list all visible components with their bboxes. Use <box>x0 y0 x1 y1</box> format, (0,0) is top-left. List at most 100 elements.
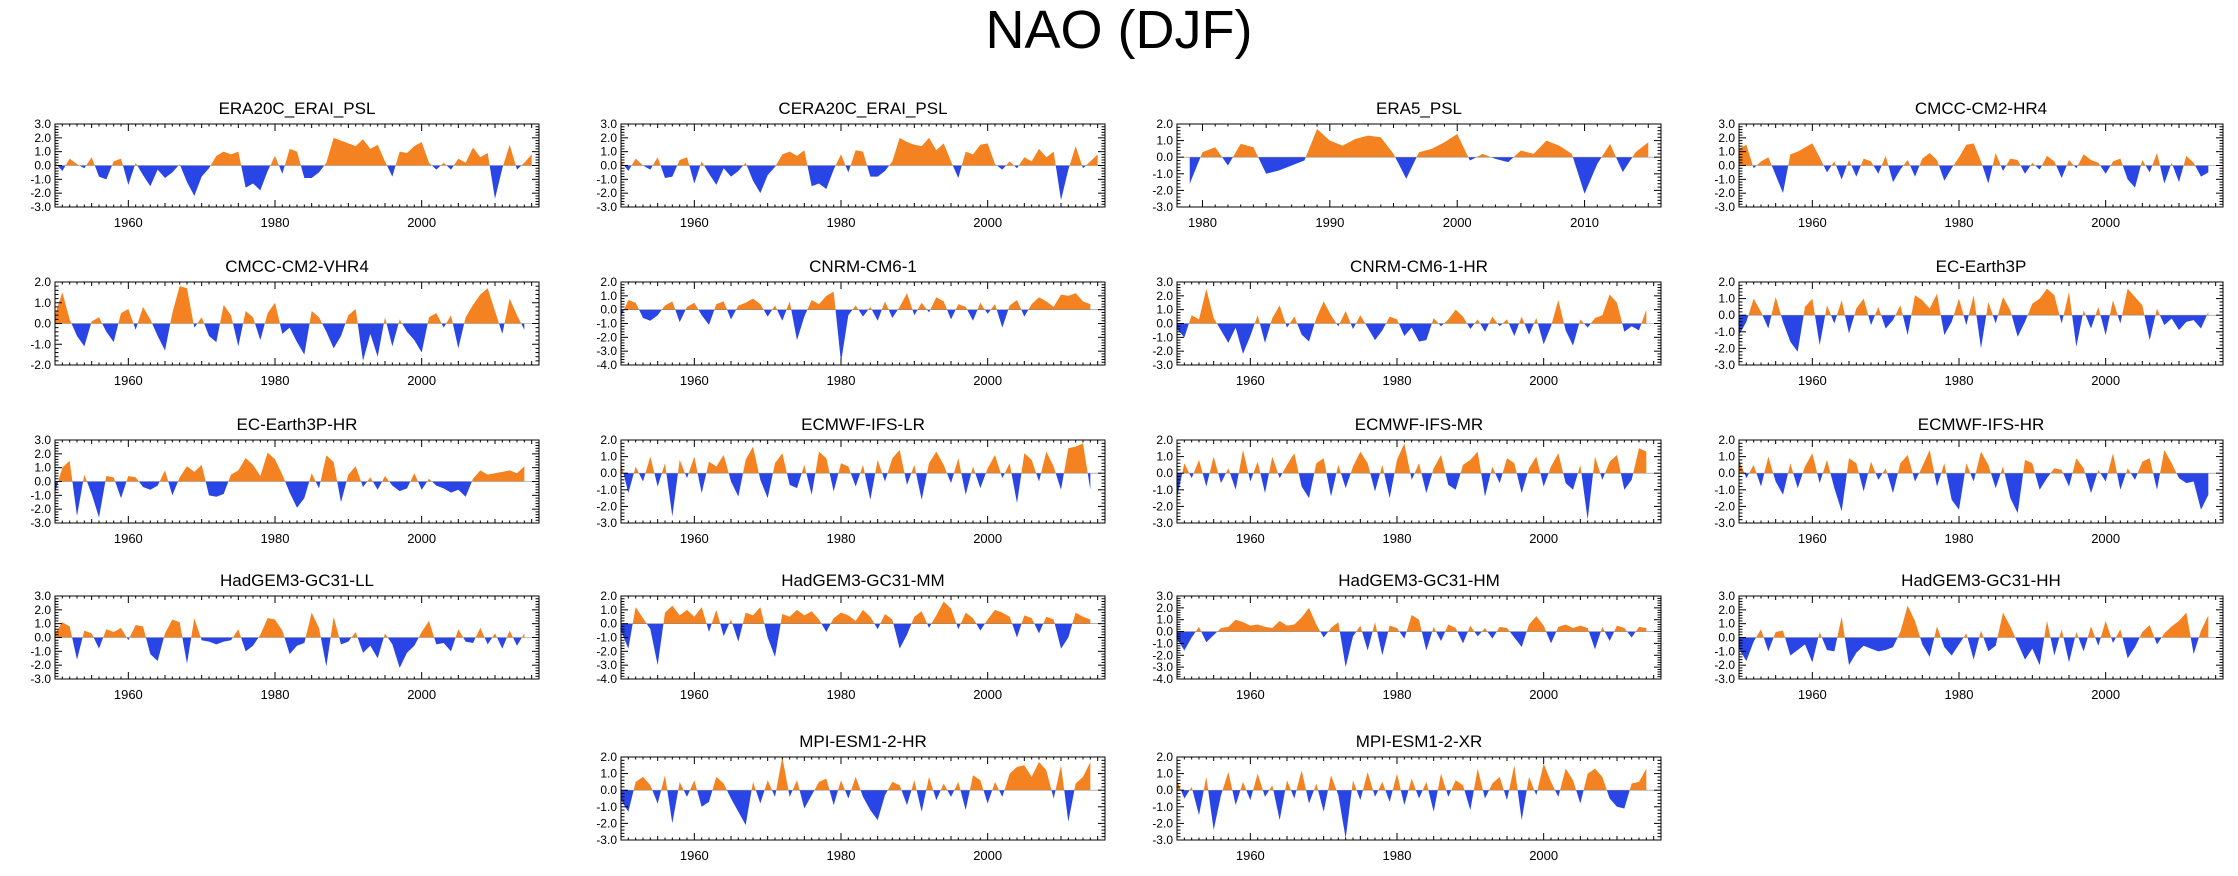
x-tick-label: 1980 <box>261 215 290 230</box>
y-tick-label: 1.0 <box>600 289 617 303</box>
y-tick-label: 0.0 <box>34 159 51 173</box>
nao-panel-cnrm-cm6-1: CNRM-CM6-1 2.01.00.0-1.0-2.0-3.0-4.0 1960 1… <box>596 257 1106 388</box>
y-tick-label: 2.0 <box>600 433 617 447</box>
y-tick-label: 0.0 <box>34 475 51 489</box>
y-tick-label: -1.0 <box>1152 330 1173 344</box>
nao-panel-ecmwf-ifs-hr: ECMWF-IFS-HR 2.0 1.0 0.0 -1.0 -2.0 -3.0 1960 198… <box>1714 415 2224 546</box>
y-tick-label: -1.0 <box>1152 636 1173 650</box>
plot-frame <box>620 281 1106 366</box>
x-tick-label: 2000 <box>973 687 1002 702</box>
x-tick-label: 2010 <box>1570 215 1599 230</box>
x-tick-label: 1960 <box>680 373 709 388</box>
y-tick-label: 2.0 <box>600 275 617 289</box>
nao-panel-cmcc-cm2-hr4: CMCC-CM2-HR4 3.02.01.00.0-1.0-2.0-3.0 1960… <box>1714 99 2224 230</box>
panel-title: ECMWF-IFS-HR <box>1918 415 2045 434</box>
x-tick-label: 1980 <box>827 215 856 230</box>
panel-title: HadGEM3-GC31-HH <box>1901 571 2061 590</box>
negative-area <box>1189 157 1649 194</box>
y-tick-label: 0.0 <box>1156 150 1173 164</box>
y-tick-label: 1.0 <box>34 145 51 159</box>
x-tick-label: 2000 <box>1529 687 1558 702</box>
x-tick-label: 1960 <box>680 848 709 863</box>
positive-area <box>621 137 1098 166</box>
positive-area <box>621 601 1091 624</box>
y-tick-label: -3.0 <box>596 344 617 358</box>
y-tick-label: -2.0 <box>1152 183 1173 197</box>
y-tick-label: -3.0 <box>30 516 51 530</box>
negative-area <box>55 481 525 518</box>
positive-area <box>621 443 1091 474</box>
y-tick-label: -4.0 <box>596 672 617 686</box>
x-tick-label: 1980 <box>1945 215 1974 230</box>
y-tick-label: 0.0 <box>1718 159 1735 173</box>
y-tick-label: -3.0 <box>1714 672 1735 686</box>
y-tick-label: 0.0 <box>1156 317 1173 331</box>
y-tick-label: 2.0 <box>34 131 51 145</box>
x-tick-label: 1960 <box>680 215 709 230</box>
panel-title: ERA5_PSL <box>1376 99 1462 118</box>
y-tick-label: -2.0 <box>30 186 51 200</box>
y-tick-label: -2.0 <box>30 502 51 516</box>
y-tick-label: 3.0 <box>34 117 51 131</box>
x-tick-label: 2000 <box>1443 215 1472 230</box>
positive-area <box>1189 128 1649 158</box>
y-tick-label: -1.0 <box>596 317 617 331</box>
nao-panel-cnrm-cm6-1-hr: CNRM-CM6-1-HR 3.02.01.00.0-1.0-2.0-3.0 196… <box>1152 257 1662 388</box>
positive-area <box>1177 288 1647 324</box>
x-tick-label: 2000 <box>407 687 436 702</box>
negative-area <box>1177 790 1647 839</box>
y-tick-label: -1.0 <box>1714 172 1735 186</box>
plot-frame <box>620 756 1106 841</box>
y-tick-label: -2.0 <box>1714 658 1735 672</box>
y-tick-label: -3.0 <box>596 833 617 847</box>
panel-title: CMCC-CM2-VHR4 <box>225 257 369 276</box>
x-tick-label: 2000 <box>407 215 436 230</box>
y-tick-label: -1.0 <box>30 172 51 186</box>
y-tick-label: -3.0 <box>596 516 617 530</box>
x-tick-label: 1960 <box>114 531 143 546</box>
y-tick-label: 0.0 <box>600 466 617 480</box>
y-tick-label: 0.0 <box>600 617 617 631</box>
nao-panel-era20c-erai-psl: ERA20C_ERAI_PSL 3.02.01.00.0-1.0-2.0-3.0 1… <box>30 99 540 230</box>
y-tick-label: -2.0 <box>596 330 617 344</box>
x-tick-label: 2000 <box>2091 215 2120 230</box>
x-tick-label: 1980 <box>827 687 856 702</box>
panel-title: CNRM-CM6-1-HR <box>1350 257 1488 276</box>
y-tick-label: 1.0 <box>600 450 617 464</box>
plot-frame <box>620 439 1106 524</box>
nao-panel-ecmwf-ifs-mr: ECMWF-IFS-MR 2.0 1.0 0.0 -1.0 -2.0 -3.0 1960 198… <box>1152 415 1662 546</box>
y-tick-label: 2.0 <box>600 750 617 764</box>
negative-area <box>1739 165 2209 194</box>
y-tick-label: -2.0 <box>1152 344 1173 358</box>
y-tick-label: -3.0 <box>30 672 51 686</box>
y-tick-label: 1.0 <box>1718 145 1735 159</box>
panel-title: HadGEM3-GC31-MM <box>781 571 944 590</box>
nao-panel-cmcc-cm2-vhr4: CMCC-CM2-VHR4 2.0 1.0 0.0 -1.0 -2.0 1960 1980 20… <box>30 257 540 388</box>
x-tick-label: 1980 <box>1383 531 1412 546</box>
negative-area <box>621 623 1091 666</box>
x-tick-label: 1960 <box>680 531 709 546</box>
y-tick-label: 1.0 <box>1156 767 1173 781</box>
x-tick-label: 2000 <box>2091 531 2120 546</box>
y-tick-label: -4.0 <box>1152 672 1173 686</box>
panel-title: EC-Earth3P <box>1936 257 2027 276</box>
y-tick-label: 0.0 <box>1156 783 1173 797</box>
x-tick-label: 1960 <box>1236 531 1265 546</box>
y-tick-label: 3.0 <box>1718 117 1735 131</box>
panel-title: ERA20C_ERAI_PSL <box>219 99 376 118</box>
y-tick-label: 3.0 <box>34 589 51 603</box>
y-tick-label: 2.0 <box>1718 603 1735 617</box>
x-tick-label: 1960 <box>1798 215 1827 230</box>
y-tick-label: -2.0 <box>1714 499 1735 513</box>
y-tick-label: -1.0 <box>596 800 617 814</box>
y-tick-label: 2.0 <box>1156 289 1173 303</box>
y-tick-label: -1.0 <box>1152 800 1173 814</box>
panel-title: CMCC-CM2-HR4 <box>1915 99 2047 118</box>
positive-area <box>1177 763 1647 791</box>
y-tick-label: -1.0 <box>30 337 51 351</box>
y-tick-label: 0.0 <box>34 317 51 331</box>
x-tick-label: 1960 <box>1798 373 1827 388</box>
nao-panel-ec-earth3p: EC-Earth3P 2.0 1.0 0.0 -1.0 -2.0 -3.0 1960 1980 2… <box>1714 257 2224 388</box>
negative-area <box>55 637 525 668</box>
positive-area <box>621 291 1091 310</box>
